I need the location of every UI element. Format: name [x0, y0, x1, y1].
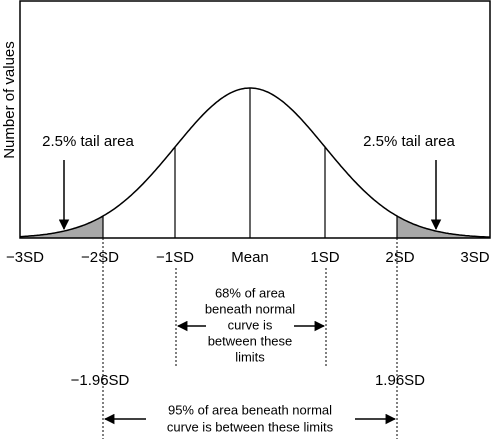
note-line: curve is between these limits — [167, 419, 334, 434]
limit-label: −1.96SD — [71, 372, 130, 389]
normal-curve — [20, 87, 490, 238]
y-axis-label: Number of values — [1, 41, 18, 159]
x-label: 1SD — [310, 249, 339, 266]
left-tail-area — [20, 216, 103, 238]
x-label: −1SD — [156, 249, 194, 266]
note-line: 95% of area beneath normal — [168, 402, 332, 417]
x-label: Mean — [231, 249, 269, 266]
tail-label: 2.5% tail area — [363, 133, 455, 150]
plot-frame — [19, 0, 491, 239]
note-line: curve is — [228, 317, 273, 332]
sd-lines — [102, 88, 398, 238]
outer-note: 95% of area beneath normal curve is betwe… — [167, 402, 334, 434]
note-line: 68% of area — [215, 285, 286, 300]
note-line: beneath normal — [205, 301, 295, 316]
x-label: 3SD — [460, 249, 489, 266]
tail-label: 2.5% tail area — [42, 133, 134, 150]
note-line: between these — [208, 333, 293, 348]
x-label: 2SD — [385, 249, 414, 266]
right-tail-area — [397, 216, 490, 238]
limit-label: 1.96SD — [375, 372, 425, 389]
dotted-guides — [102, 238, 398, 439]
note-line: limits — [235, 349, 265, 364]
x-label: −3SD — [6, 249, 44, 266]
x-label: −2SD — [81, 249, 119, 266]
x-labels: −3SD −2SD −1SD Mean 1SD 2SD 3SD — [6, 249, 490, 266]
